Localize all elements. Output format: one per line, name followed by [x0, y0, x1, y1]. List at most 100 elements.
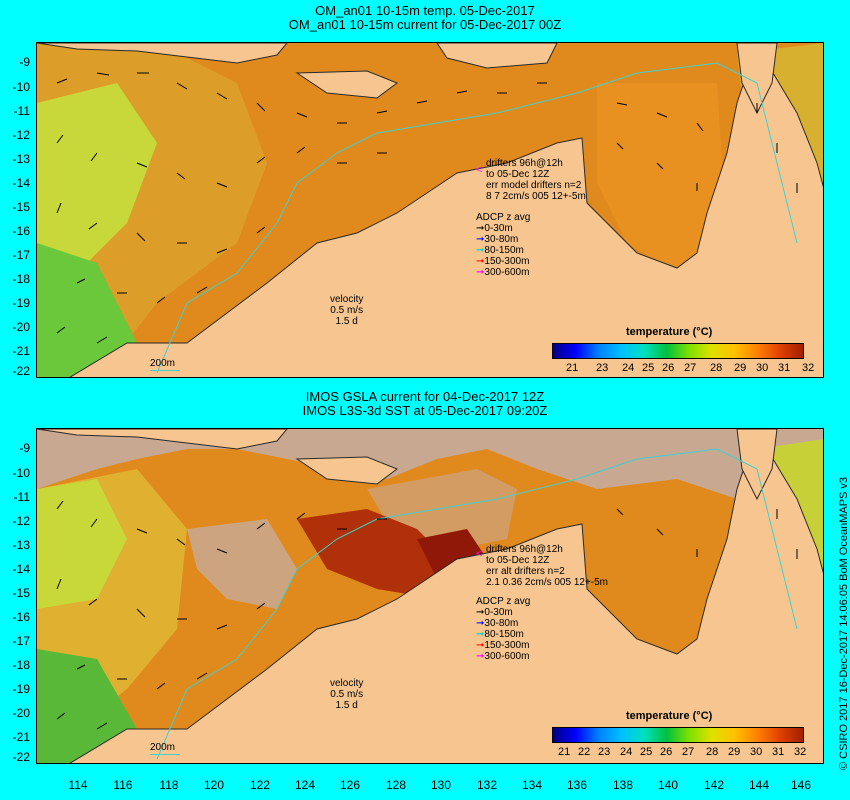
bottom-drifter-line: to 05-Dec 12Z — [486, 555, 550, 566]
top-gulf-water — [597, 83, 727, 273]
top-drifter-line: 8 7 2cm/s 005 12+-5m — [486, 191, 586, 202]
top-islands-west — [37, 43, 288, 64]
bottom-adcp-item: ➞80-150m — [476, 629, 524, 640]
top-velocity-duration: 1.5 d — [335, 316, 358, 327]
bottom-scale-label: 21 — [558, 746, 571, 758]
top-australia-land — [69, 62, 823, 377]
bottom-drifter-line: 2.1 0.36 2cm/s 005 12+-5m — [486, 577, 609, 588]
bottom-cape-york — [736, 429, 778, 501]
lon-label: 114 — [68, 778, 88, 792]
top-lat-label: -20 — [12, 320, 30, 334]
bottom-lat-label: -20 — [12, 706, 30, 720]
bottom-adcp-item: ➞0-30m — [476, 607, 513, 618]
top-drifter-line: drifters 96h@12h — [486, 158, 563, 169]
bottom-lat-label: -10 — [12, 466, 30, 480]
bottom-scale-label: 24 — [620, 746, 633, 758]
bottom-adcp-item: ➞300-600m — [476, 651, 530, 662]
bottom-drifter-marker-icon: < — [476, 548, 483, 560]
top-cool-eddy — [37, 83, 157, 283]
lon-label: 142 — [703, 778, 725, 792]
bottom-islands-west — [37, 429, 288, 450]
bottom-velocity-duration: 1.5 d — [335, 700, 358, 711]
lon-label: 128 — [385, 778, 407, 792]
top-lat-label: -22 — [12, 364, 30, 378]
top-lat-label: -9 — [19, 55, 30, 69]
top-scale-label: 26 — [662, 362, 675, 374]
top-islands-north — [436, 43, 558, 69]
bottom-hot-water — [297, 509, 467, 599]
bottom-adcp-title: ADCP z avg — [476, 596, 531, 607]
bottom-cloud-gap-north — [37, 429, 823, 519]
top-scale-label: 31 — [778, 362, 791, 374]
bottom-current-arrows — [56, 500, 798, 730]
bottom-legend-title: temperature (°C) — [626, 710, 713, 722]
bottom-scale-label: 32 — [794, 746, 807, 758]
bottom-lat-label: -22 — [12, 750, 30, 764]
bottom-adcp-item: ➞150-300m — [476, 640, 530, 651]
credit-text: © CSIRO 2017 16-Dec-2017 14:06:05 BoM Oc… — [838, 476, 850, 770]
top-lat-label: -14 — [12, 176, 30, 190]
lon-label: 124 — [294, 778, 316, 792]
top-lat-label: -16 — [12, 224, 30, 238]
top-adcp-item: ➞150-300m — [476, 256, 530, 267]
top-lat-label: -12 — [12, 128, 30, 142]
bottom-scale-label: 30 — [750, 746, 763, 758]
bottom-velocity-label: velocity — [330, 678, 364, 689]
top-scale-label: 21 — [566, 362, 579, 374]
bottom-scale-label: 31 — [772, 746, 785, 758]
lon-label: 120 — [203, 778, 225, 792]
bottom-drifter-info: drifters 96h@12h to 05-Dec 12Z err alt d… — [486, 544, 608, 588]
bottom-lat-label: -12 — [12, 514, 30, 528]
top-isobath-line — [156, 92, 578, 374]
bottom-lat-label: -13 — [12, 538, 30, 552]
top-scale-label: 25 — [642, 362, 655, 374]
bottom-scale-label: 25 — [640, 746, 653, 758]
top-cape-york — [736, 43, 778, 115]
top-adcp-legend: ADCP z avg ➞0-30m ➞30-80m ➞80-150m ➞150-… — [476, 212, 530, 278]
top-lat-label: -17 — [12, 248, 30, 262]
bottom-isobath-label: 200m — [150, 742, 176, 753]
top-legend-title: temperature (°C) — [626, 326, 713, 338]
bottom-scale-label: 29 — [728, 746, 741, 758]
bottom-lat-label: -18 — [12, 658, 30, 672]
top-velocity-label: velocity — [330, 294, 364, 305]
top-drifter-line: to 05-Dec 12Z — [486, 169, 550, 180]
lon-label: 140 — [657, 778, 679, 792]
top-title-line1: OM_an01 10-15m temp. 05-Dec-2017 — [315, 3, 535, 18]
bottom-lat-label: -19 — [12, 682, 30, 696]
top-drifter-line: err model drifters n=2 — [486, 180, 582, 191]
bottom-drifter-line: drifters 96h@12h — [486, 544, 563, 555]
bottom-velocity-speed: 0.5 m/s — [330, 689, 364, 700]
top-isobath-line-east — [576, 62, 798, 244]
top-scale-label: 32 — [802, 362, 815, 374]
top-lat-label: -19 — [12, 296, 30, 310]
top-scale-label: 28 — [710, 362, 723, 374]
bottom-isobath-line — [156, 478, 578, 760]
bottom-isobath-key-line — [150, 754, 180, 755]
bottom-green-water — [37, 649, 137, 763]
top-map[interactable] — [36, 42, 824, 378]
top-isobath-key-line — [150, 370, 180, 371]
lon-label: 130 — [430, 778, 452, 792]
top-drifter-marker-icon: < — [476, 164, 483, 176]
bottom-map-canvas — [37, 429, 823, 763]
top-adcp-item: ➞0-30m — [476, 223, 513, 234]
bottom-lat-label: -15 — [12, 586, 30, 600]
bottom-timor — [295, 456, 399, 485]
lon-label: 146 — [790, 778, 812, 792]
bottom-colorbar — [552, 727, 804, 743]
top-scale-label: 24 — [622, 362, 635, 374]
top-scale-label: 29 — [734, 362, 747, 374]
top-adcp-item: ➞300-600m — [476, 267, 530, 278]
top-isobath-label: 200m — [150, 358, 176, 369]
bottom-scale-label: 23 — [598, 746, 611, 758]
bottom-adcp-item: ➞30-80m — [476, 618, 519, 629]
bottom-map[interactable] — [36, 428, 824, 764]
top-timor — [295, 70, 399, 99]
top-title-line2: OM_an01 10-15m current for 05-Dec-2017 0… — [288, 17, 562, 32]
bottom-lat-label: -21 — [12, 730, 30, 744]
top-lat-label: -13 — [12, 152, 30, 166]
top-drifter-info: drifters 96h@12h to 05-Dec 12Z err model… — [486, 158, 586, 202]
bottom-lat-label: -14 — [12, 562, 30, 576]
bottom-isobath-line-east — [576, 448, 798, 630]
